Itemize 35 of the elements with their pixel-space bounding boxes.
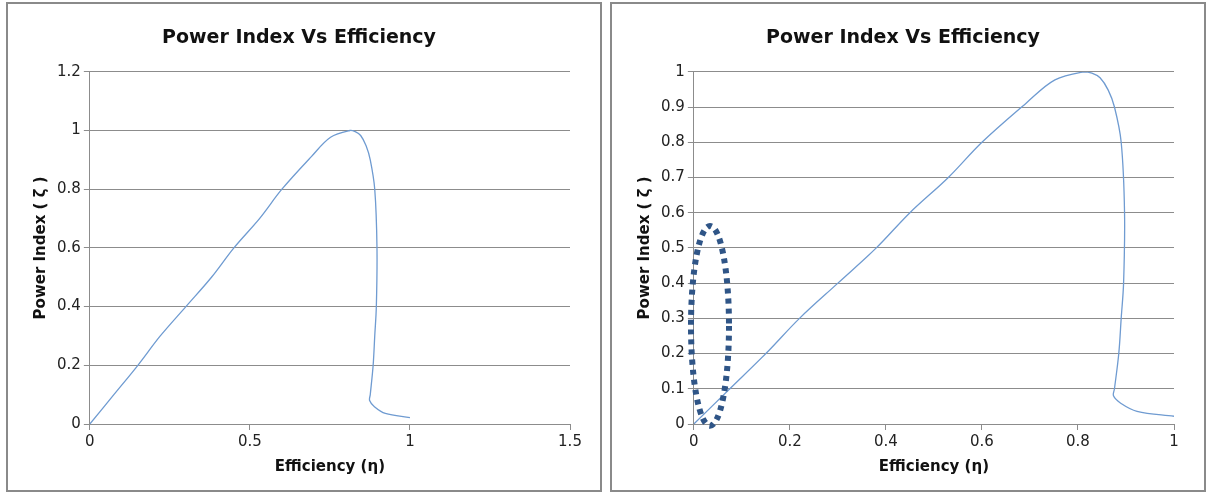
y-axis-title: Power Index ( ζ ) bbox=[634, 176, 653, 320]
x-axis-title: Efficiency (η) bbox=[274, 456, 386, 475]
y-tick-label: 0.4 bbox=[661, 273, 685, 292]
chart-title: Power Index Vs Efficiency bbox=[162, 25, 437, 48]
x-tick-label: 1 bbox=[405, 431, 415, 450]
y-tick-label: 0.6 bbox=[661, 202, 685, 221]
x-tick-label: 0 bbox=[85, 431, 95, 450]
y-tick-label: 0.7 bbox=[661, 167, 685, 186]
y-tick-label: 0 bbox=[675, 413, 685, 432]
x-tick-label: 0.5 bbox=[237, 431, 262, 450]
y-tick-label: 0.9 bbox=[661, 96, 685, 115]
y-tick-label: 1 bbox=[675, 61, 685, 80]
y-tick-label: 0.6 bbox=[57, 237, 81, 256]
y-tick-label: 0.8 bbox=[57, 179, 81, 198]
y-tick-label: 1 bbox=[71, 120, 81, 139]
x-tick-label: 0 bbox=[689, 431, 699, 450]
x-tick-label: 1 bbox=[1169, 431, 1179, 450]
y-tick-label: 0.2 bbox=[57, 355, 81, 374]
line-series bbox=[89, 129, 411, 424]
x-tick-label: 0.8 bbox=[1066, 431, 1090, 450]
y-tick-label: 0.1 bbox=[661, 378, 685, 397]
y-tick-label: 0.4 bbox=[57, 296, 81, 315]
x-tick-label: 0.6 bbox=[970, 431, 994, 450]
x-tick-label: 0.4 bbox=[873, 431, 898, 450]
y-tick-label: 0.2 bbox=[661, 343, 685, 362]
y-tick-label: 0 bbox=[71, 413, 81, 432]
y-tick-label: 1.2 bbox=[57, 61, 81, 80]
y-tick-label: 0.5 bbox=[661, 237, 685, 256]
x-tick-label: 1.5 bbox=[558, 431, 582, 450]
y-axis-title: Power Index ( ζ ) bbox=[30, 176, 49, 320]
x-axis-title: Efficiency (η) bbox=[878, 456, 990, 475]
chart-title: Power Index Vs Efficiency bbox=[766, 25, 1041, 48]
y-tick-label: 0.8 bbox=[661, 132, 685, 151]
x-tick-label: 0.2 bbox=[777, 431, 802, 450]
y-tick-label: 0.3 bbox=[661, 308, 685, 327]
